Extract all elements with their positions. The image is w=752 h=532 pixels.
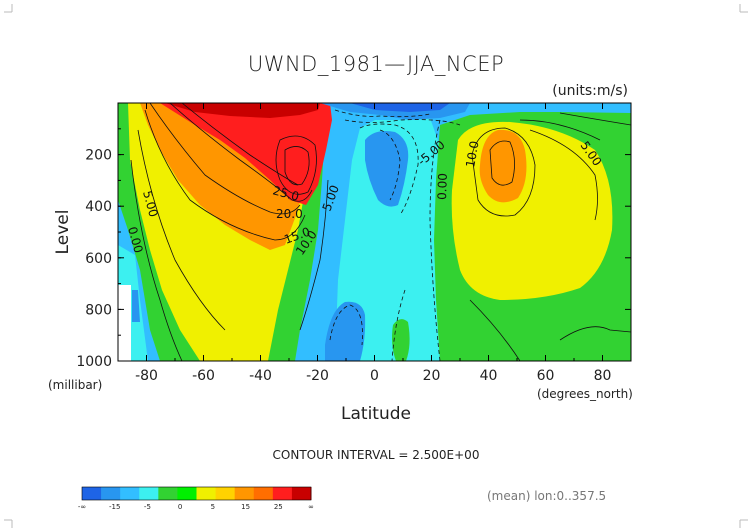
colorbar-swatch (158, 487, 178, 500)
colorbar-swatch (120, 487, 140, 500)
x-tick-label: -80 (135, 368, 158, 384)
colorbar-swatch (196, 487, 217, 500)
contour-label: 25.0 (271, 183, 300, 203)
x-tick-label: 60 (537, 368, 555, 384)
colorbar (81, 486, 312, 501)
colorbar-swatch (177, 487, 197, 500)
colorbar-label: 5 (211, 503, 215, 511)
x-axis-ticks: -80 -60 -40 -20 0 20 40 60 80 (117, 103, 632, 384)
x-tick-label: 40 (480, 368, 498, 384)
contour-label: 10.0 (463, 140, 481, 169)
y-tick-label: 400 (85, 199, 112, 215)
colorbar-label: ∞ (308, 503, 314, 511)
footer-note: (mean) lon:0..357.5 (487, 489, 606, 503)
fill-blue-south-edge (132, 290, 140, 322)
contour-lines (130, 103, 631, 361)
y-tick-label: 1000 (76, 354, 112, 370)
contour-label: 5.00 (140, 189, 160, 218)
colorbar-swatch (291, 487, 312, 500)
x-tick-label: -40 (249, 368, 272, 384)
colorbar-label: -15 (109, 503, 120, 511)
fill-green-tropic (392, 319, 410, 361)
colorbar-label: 15 (241, 503, 250, 511)
y-tick-label: 800 (85, 302, 112, 318)
x-axis-units: (degrees_north) (537, 387, 633, 401)
colorbar-swatch (101, 487, 121, 500)
x-tick-label: 20 (423, 368, 441, 384)
colorbar-label: -∞ (78, 503, 86, 511)
colorbar-swatch (234, 487, 255, 500)
y-axis-units: (millibar) (48, 378, 102, 392)
fill-blue-tropic-lower (325, 301, 366, 361)
colorbar-swatch (272, 487, 293, 500)
colorbar-label: -5 (144, 503, 151, 511)
colorbar-labels: -∞ -15 -5 0 5 15 25 ∞ (78, 503, 314, 511)
contour-label: 20.0 (276, 207, 303, 221)
colorbar-swatch (253, 487, 274, 500)
colorbar-frame (81, 486, 312, 501)
contour-label: 0.00 (435, 173, 450, 200)
x-tick-label: -60 (192, 368, 215, 384)
colorbar-swatch (139, 487, 159, 500)
colorbar-swatch (215, 487, 236, 500)
colorbar-label: 25 (274, 503, 283, 511)
colorbar-swatch (82, 487, 102, 500)
x-tick-label: -20 (306, 368, 329, 384)
x-axis-label: Latitude (341, 404, 411, 424)
y-tick-label: 200 (85, 148, 112, 164)
negative-contour-lines (329, 109, 461, 361)
fill-blue-tropic-upper (365, 131, 409, 207)
crop-marks (4, 4, 748, 528)
fill-white-mask (118, 285, 131, 361)
y-axis-ticks: 200 400 600 800 1000 (76, 128, 631, 370)
x-tick-label: 0 (370, 368, 379, 384)
contour-plot-area: 5.00 0.00 25.0 20.0 15.0 10.0 5.00 -5.00… (118, 103, 631, 361)
fill-cyan (335, 118, 445, 361)
units-label: (units:m/s) (552, 83, 628, 99)
y-tick-label: 600 (85, 251, 112, 267)
y-axis-label: Level (53, 210, 73, 255)
contour-label: 0.00 (125, 225, 145, 254)
contour-interval-text: CONTOUR INTERVAL = 2.500E+00 (273, 448, 480, 462)
x-tick-label: 80 (594, 368, 612, 384)
chart-title: UWND_1981—JJA_NCEP (248, 52, 504, 76)
colorbar-label: 0 (178, 503, 182, 511)
